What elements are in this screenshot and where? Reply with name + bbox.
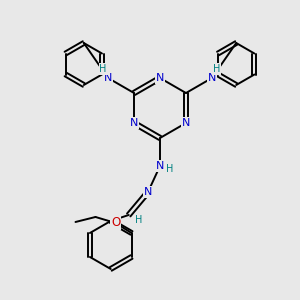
- Text: N: N: [156, 161, 164, 171]
- Text: N: N: [156, 73, 164, 83]
- Text: H: H: [135, 215, 142, 225]
- Text: N: N: [144, 187, 152, 197]
- Text: N: N: [182, 118, 190, 128]
- Text: N: N: [104, 73, 112, 83]
- Text: N: N: [208, 73, 216, 83]
- Text: H: H: [99, 64, 107, 74]
- Text: H: H: [166, 164, 174, 174]
- Text: N: N: [130, 118, 138, 128]
- Text: H: H: [213, 64, 220, 74]
- Text: O: O: [111, 217, 120, 230]
